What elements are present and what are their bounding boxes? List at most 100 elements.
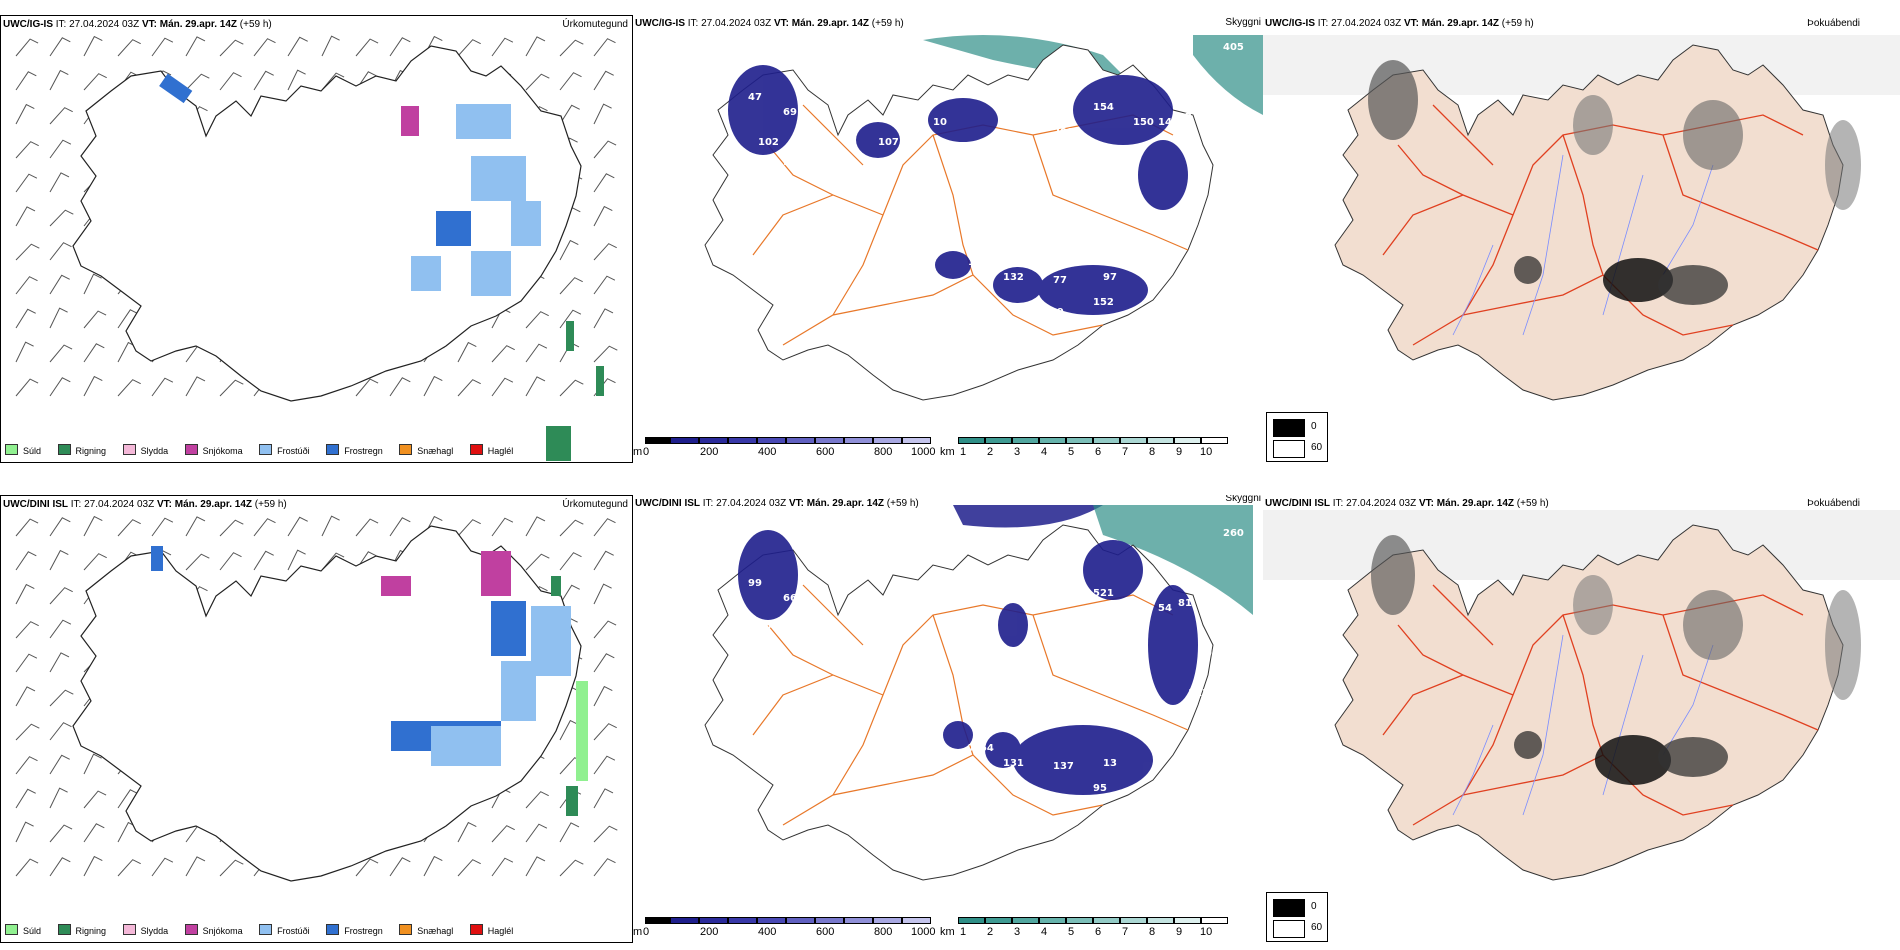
fog-area (1683, 590, 1743, 660)
wind-barb (219, 39, 244, 57)
wind-barb (49, 722, 72, 741)
wind-barb (49, 307, 68, 329)
wind-barb (219, 519, 244, 537)
wind-barb (49, 69, 69, 91)
wind-barb (49, 107, 73, 125)
visibility-value-label: 82 (983, 683, 997, 694)
wind-barb (117, 39, 141, 57)
init-time: 27.04.2024 03Z (84, 499, 155, 510)
wind-barb (593, 308, 614, 329)
snow-area (943, 721, 973, 749)
lead-time: (+59 h) (254, 499, 287, 510)
fog-area (1683, 100, 1743, 170)
visibility-value-label: 254 (973, 743, 994, 754)
legend-swatch (259, 444, 273, 455)
legend-label: Frostúði (277, 926, 310, 936)
visibility-value-label: 13 (1103, 758, 1117, 769)
wind-barb (219, 379, 244, 397)
snow-area (1073, 75, 1173, 145)
wind-barb (15, 206, 36, 227)
fog-panel-row2: UWC/DINI ISL IT: 27.04.2024 03Z VT: Mán.… (1263, 495, 1900, 943)
wind-barb (83, 310, 107, 329)
cbar-tick: 3 (1014, 926, 1021, 938)
legend-label: Frostregn (344, 446, 383, 456)
frostudi-area (501, 661, 536, 721)
wind-barb (559, 104, 580, 125)
legend-item: Frostregn (326, 924, 383, 936)
cbar-tick: 3 (1014, 446, 1021, 458)
cbar-tick: 7 (1122, 446, 1129, 458)
snjokoma-area (481, 551, 511, 596)
visibility-value-label: 66 (783, 593, 797, 604)
cbar-seg (1201, 437, 1228, 444)
cbar-seg (786, 917, 815, 924)
wind-barb (49, 242, 72, 261)
fog-shading (1371, 535, 1861, 785)
cbar-seg (786, 437, 815, 444)
frostregn-area (159, 73, 193, 104)
wind-barb (525, 36, 546, 57)
wind-barb (525, 376, 546, 397)
wind-barb (49, 689, 74, 707)
visibility-value-label: 152 (1093, 297, 1114, 308)
valid-time: Mán. 29.apr. 14Z (1421, 18, 1500, 29)
model-name: UWC/DINI ISL (635, 498, 700, 509)
wind-barb (355, 378, 379, 397)
fog-map (1263, 510, 1900, 881)
fog-key-row2: 0 60 (1266, 892, 1328, 942)
wind-barb (593, 620, 617, 639)
fog-haze (1263, 510, 1900, 580)
cloud-area (1093, 505, 1253, 615)
precip-map (15, 35, 618, 461)
precip-legend: Súld Rigning Slydda Snjókoma Frostúði Fr… (5, 444, 527, 456)
cbar-seg (844, 437, 873, 444)
wind-barb (151, 857, 174, 877)
frostudi-area (411, 256, 441, 291)
legend-item: Súld (5, 924, 41, 936)
cbar-tick: 4 (1041, 446, 1048, 458)
wind-barb (457, 859, 481, 877)
visibility-value-label: 119 (1043, 307, 1064, 318)
wind-barb (593, 788, 614, 809)
wind-barb (559, 859, 584, 877)
wind-barb (15, 243, 40, 261)
visibility-value-label: 137 (1053, 761, 1074, 772)
cbar-seg (873, 437, 902, 444)
wind-barb (219, 552, 242, 571)
wind-barb (457, 519, 481, 537)
cbar-tick: 7 (1122, 926, 1129, 938)
it-label: IT: (1332, 498, 1344, 509)
wind-barb (83, 753, 102, 775)
frostudi-area (471, 156, 526, 201)
legend-item: Rigning (57, 924, 106, 936)
wind-barb (355, 858, 379, 877)
legend-swatch (122, 444, 136, 455)
visibility-value-label: 150 (1133, 117, 1154, 128)
wind-barb (49, 549, 69, 571)
legend-swatch (326, 444, 340, 455)
cbar-seg (958, 917, 985, 924)
wind-barb (593, 550, 614, 571)
snow-area (728, 65, 798, 155)
cbar-tick: 9 (1176, 446, 1183, 458)
cbar-seg (1201, 917, 1228, 924)
legend-swatch (399, 444, 413, 455)
panel-header: UWC/DINI ISL IT: 27.04.2024 03Z VT: Mán.… (1265, 498, 1549, 509)
panel-title: Skyggni (1225, 495, 1261, 504)
wind-barb (117, 859, 141, 877)
colorbar-m-row2: m 0 200 400 600 800 1000 (633, 917, 943, 941)
colorbar-m-row1: m 0 200 400 600 800 1000 (633, 437, 943, 461)
wind-barb (355, 518, 379, 537)
cbar-tick: 1000 (911, 926, 936, 938)
wind-barb (389, 377, 411, 397)
visibility-value-label: 103 (1198, 648, 1219, 659)
frostudi-area (456, 104, 511, 139)
legend-item: Slydda (122, 444, 168, 456)
visibility-value-label: 97 (1103, 272, 1117, 283)
cbar-tick: 1 (960, 446, 967, 458)
wind-barb (525, 343, 548, 363)
cbar-tick: 600 (816, 446, 835, 458)
wind-barb (253, 70, 274, 91)
legend-item: Snæhagl (399, 444, 453, 456)
